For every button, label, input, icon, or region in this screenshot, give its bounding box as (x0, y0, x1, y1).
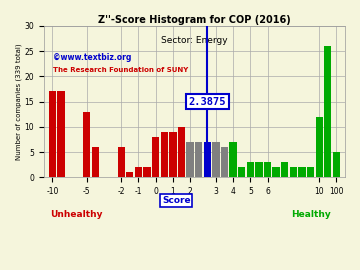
Bar (298, 167, 306, 177)
Bar (143, 167, 151, 177)
Bar (238, 167, 246, 177)
Bar (126, 172, 134, 177)
Bar (49, 92, 56, 177)
Bar (204, 142, 211, 177)
Bar (178, 127, 185, 177)
Text: The Research Foundation of SUNY: The Research Foundation of SUNY (53, 67, 188, 73)
Text: Sector: Energy: Sector: Energy (161, 36, 228, 45)
Bar (212, 142, 220, 177)
Bar (161, 132, 168, 177)
Title: Z''-Score Histogram for COP (2016): Z''-Score Histogram for COP (2016) (98, 15, 291, 25)
Bar (333, 152, 340, 177)
Bar (229, 142, 237, 177)
Bar (152, 137, 159, 177)
Bar (290, 167, 297, 177)
Bar (247, 162, 254, 177)
Text: Healthy: Healthy (291, 210, 330, 219)
Bar (315, 117, 323, 177)
Bar (255, 162, 262, 177)
Bar (307, 167, 314, 177)
Bar (195, 142, 202, 177)
Text: 2.3875: 2.3875 (189, 97, 226, 107)
Bar (57, 92, 65, 177)
Bar (83, 112, 90, 177)
Text: ©www.textbiz.org: ©www.textbiz.org (53, 53, 131, 62)
Bar (118, 147, 125, 177)
Bar (281, 162, 288, 177)
Bar (221, 147, 228, 177)
Text: Unhealthy: Unhealthy (50, 210, 102, 219)
Text: Score: Score (162, 196, 190, 205)
Bar (273, 167, 280, 177)
Bar (92, 147, 99, 177)
Y-axis label: Number of companies (339 total): Number of companies (339 total) (15, 43, 22, 160)
Bar (324, 46, 332, 177)
Bar (135, 167, 142, 177)
Bar (186, 142, 194, 177)
Bar (264, 162, 271, 177)
Bar (169, 132, 176, 177)
